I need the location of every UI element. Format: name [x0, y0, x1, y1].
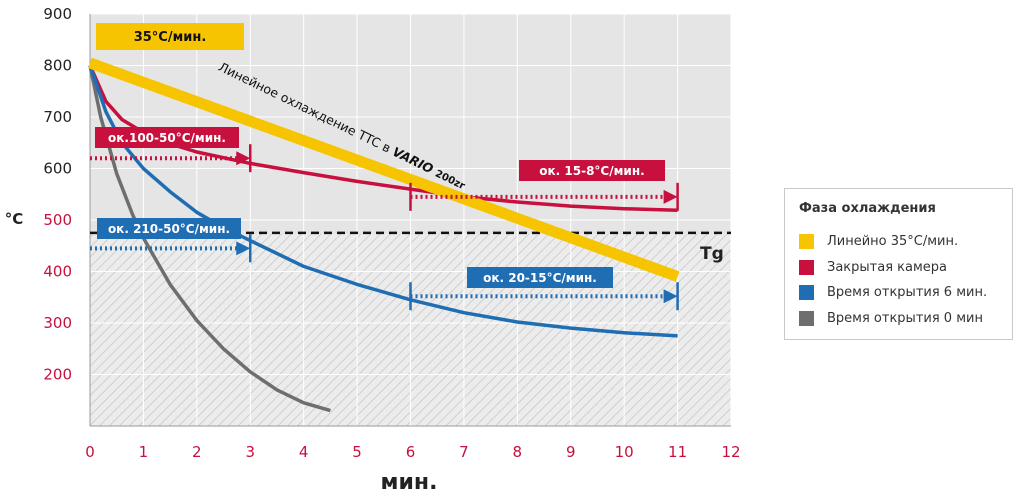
x-tick-label: 2 — [192, 443, 202, 461]
open-initial-label-box — [97, 218, 241, 239]
x-tick-label: 10 — [615, 443, 634, 461]
tg-label: Tg — [700, 244, 724, 264]
open-late-label-box — [467, 267, 613, 288]
legend-label-linear: Линейно 35°C/мин. — [827, 233, 959, 249]
closed-late-arrow-head — [663, 189, 678, 204]
legend: Фаза охлаждения Линейно 35°C/мин. Закрыт… — [784, 188, 1013, 340]
y-tick-label: 400 — [43, 263, 72, 281]
closed-chamber-curve — [88, 64, 678, 212]
y-tick-label: 700 — [43, 108, 72, 126]
closed-late-label-box — [519, 160, 665, 181]
x-tick-label: 3 — [245, 443, 255, 461]
legend-title: Фаза охлаждения — [799, 201, 936, 216]
x-tick-label: 9 — [566, 443, 576, 461]
legend-label-open-6min: Время открытия 6 мин. — [827, 284, 988, 300]
legend-label-open-0min: Время открытия 0 мин — [827, 310, 983, 326]
legend-swatch-closed-chamber — [799, 259, 814, 275]
legend-swatch-open-6min — [799, 284, 814, 300]
open-6min-curve — [88, 64, 678, 338]
closed-initial-label: ок.100-50°C/мин. — [108, 131, 226, 145]
open-0min-curve — [88, 65, 331, 413]
x-tick-label: 1 — [139, 443, 149, 461]
y-tick-label: 800 — [43, 57, 72, 75]
linear-cooling-line — [88, 57, 680, 282]
y-tick-label: 900 — [43, 5, 72, 23]
open-late-label: ок. 20-15°C/мин. — [483, 271, 597, 285]
legend-item-closed-chamber: Закрытая камера — [799, 258, 947, 276]
y-tick-label: 500 — [43, 211, 72, 229]
x-tick-label: 8 — [513, 443, 523, 461]
y-tick-label: 300 — [43, 314, 72, 332]
open-initial-label: ок. 210-50°C/мин. — [108, 222, 230, 236]
open-initial-arrow-head — [236, 241, 251, 256]
legend-item-linear: Линейно 35°C/мин. — [799, 232, 958, 250]
linear-rate-label-box — [96, 23, 244, 50]
legend-swatch-linear — [799, 233, 814, 249]
legend-item-open-0min: Время открытия 0 мин — [799, 309, 983, 327]
x-axis-label: мин. — [381, 470, 438, 495]
closed-initial-arrow-head — [236, 151, 251, 166]
closed-late-label: ок. 15-8°C/мин. — [539, 164, 644, 178]
x-tick-label: 11 — [668, 443, 687, 461]
closed-initial-label-box — [95, 127, 239, 148]
y-tick-label: 200 — [43, 366, 72, 384]
x-tick-label: 12 — [721, 443, 740, 461]
open-late-arrow-head — [663, 289, 678, 304]
y-tick-label: 600 — [43, 160, 72, 178]
y-axis-label: °C — [5, 210, 24, 228]
x-tick-label: 5 — [352, 443, 362, 461]
x-tick-label: 4 — [299, 443, 309, 461]
linear-rate-label: 35°C/мин. — [134, 30, 207, 45]
x-tick-label: 0 — [85, 443, 95, 461]
legend-label-closed-chamber: Закрытая камера — [827, 259, 948, 275]
x-tick-label: 7 — [459, 443, 469, 461]
x-tick-label: 6 — [406, 443, 416, 461]
legend-swatch-open-0min — [799, 310, 814, 326]
legend-item-open-6min: Время открытия 6 мин. — [799, 283, 987, 301]
